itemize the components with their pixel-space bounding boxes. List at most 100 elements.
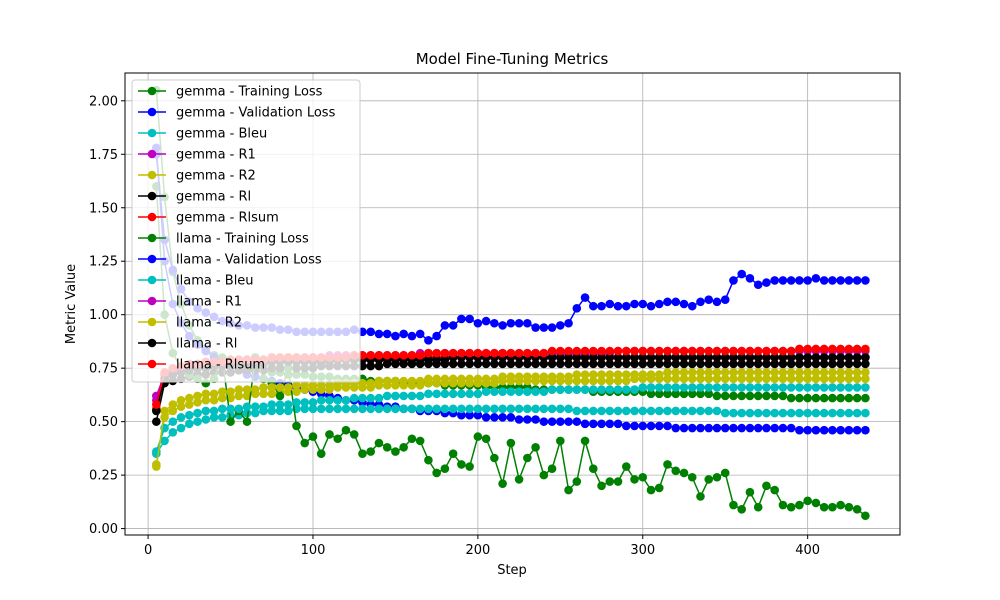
data-point [720,374,730,384]
data-point [737,505,747,514]
data-point [861,393,870,403]
data-point [770,374,779,384]
data-point [391,351,400,360]
data-point [696,383,705,392]
data-point [737,368,747,377]
data-point [852,353,862,362]
data-point [448,449,458,459]
legend-marker [147,317,157,327]
data-point [687,368,697,377]
data-point [366,378,375,388]
y-tick-label: 1.50 [89,201,118,216]
data-point [844,353,854,362]
data-point [861,408,870,418]
data-point [646,370,656,379]
data-point [597,406,606,416]
data-point [572,417,582,426]
data-point [531,415,540,424]
x-tick-label: 0 [144,543,152,558]
data-point [630,475,639,484]
data-point [539,417,549,426]
data-point [185,393,194,403]
data-point [630,421,639,431]
data-point [753,374,763,384]
data-point [803,359,812,369]
data-point [308,404,318,414]
data-point [226,404,235,414]
data-point [424,404,433,414]
legend-label: gemma - R1 [176,148,256,163]
data-point [729,374,738,384]
data-point [819,502,829,512]
data-point [778,408,788,418]
data-point [457,389,466,399]
data-point [795,359,804,369]
data-point [168,400,178,409]
data-point [737,383,747,392]
data-point [366,447,375,456]
data-point [778,423,788,433]
data-point [580,353,590,362]
data-point [630,346,639,356]
data-point [399,351,408,360]
data-point [415,351,425,360]
data-point [737,269,747,279]
data-point [762,408,771,418]
data-point [861,359,870,369]
data-point [490,387,499,396]
data-point [399,404,408,414]
data-point [795,353,804,362]
data-point [490,359,499,369]
legend-entry: gemma - R1 [138,148,256,163]
data-point [844,383,854,392]
data-point [523,359,532,369]
data-point [193,398,202,407]
data-point [267,383,277,392]
data-point [654,389,664,399]
data-point [440,464,450,473]
data-point [597,359,606,369]
data-point [341,395,351,405]
data-point [547,404,557,414]
data-point [514,415,524,424]
data-point [201,395,211,405]
data-point [382,351,392,360]
legend-marker [147,338,157,348]
data-point [514,372,524,382]
data-point [687,472,697,482]
data-point [556,353,565,362]
data-point [745,391,755,401]
data-point [654,406,664,416]
data-point [572,359,582,369]
data-point [481,387,491,396]
data-point [605,385,615,394]
data-point [753,502,763,512]
data-point [498,479,507,488]
data-point [844,276,854,285]
data-point [432,468,441,478]
data-point [786,359,796,369]
data-point [374,376,384,386]
data-point [457,359,466,369]
x-axis-label: Step [497,563,527,578]
data-point [498,404,507,414]
data-point [828,344,837,354]
data-point [217,393,227,403]
data-point [762,368,771,377]
data-point [844,393,854,403]
data-point [770,276,779,285]
data-point [646,406,656,416]
data-point [811,425,821,435]
data-point [597,481,606,491]
data-point [836,359,845,369]
data-point [621,346,631,356]
data-point [811,408,821,418]
data-point [737,359,747,369]
data-point [448,321,458,330]
legend-entry: gemma - Validation Loss [138,106,336,121]
data-point [828,393,837,403]
data-point [811,368,821,377]
data-point [448,374,458,384]
data-point [588,419,598,429]
data-point [556,404,565,414]
